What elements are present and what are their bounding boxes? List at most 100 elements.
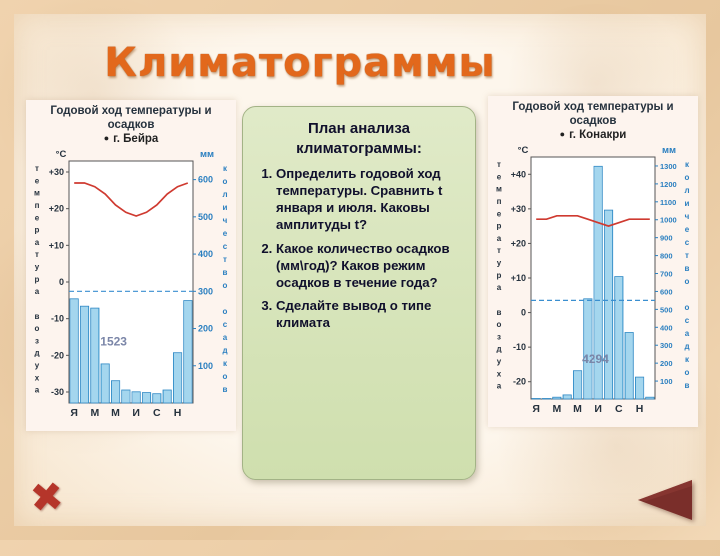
svg-text:500: 500 bbox=[198, 212, 213, 222]
svg-text:р: р bbox=[35, 226, 40, 235]
svg-text:1100: 1100 bbox=[660, 198, 676, 207]
svg-text:300: 300 bbox=[660, 341, 673, 350]
svg-text:в: в bbox=[497, 308, 502, 317]
svg-text:0: 0 bbox=[59, 277, 64, 287]
red-x-icon[interactable]: ✖ bbox=[28, 473, 66, 523]
svg-text:к: к bbox=[223, 359, 228, 368]
svg-text:200: 200 bbox=[198, 324, 213, 334]
svg-text:д: д bbox=[684, 342, 689, 351]
svg-text:м: м bbox=[496, 185, 502, 194]
svg-text:-10: -10 bbox=[51, 314, 64, 324]
climatogram-chart-konakri: °C мм +40 +30 +20 +10 0 -10 -20 1300 1200 1100 1000 9… bbox=[491, 141, 695, 424]
svg-text:+40: +40 bbox=[511, 169, 526, 179]
back-triangle-button[interactable] bbox=[638, 480, 692, 520]
svg-text:х: х bbox=[497, 369, 502, 378]
svg-text:-20: -20 bbox=[51, 350, 64, 360]
svg-text:600: 600 bbox=[660, 288, 673, 297]
svg-text:300: 300 bbox=[198, 286, 213, 296]
svg-text:+10: +10 bbox=[49, 240, 64, 250]
svg-text:у: у bbox=[497, 357, 502, 366]
svg-text:М: М bbox=[90, 407, 99, 419]
svg-text:500: 500 bbox=[660, 305, 673, 314]
svg-text:-30: -30 bbox=[51, 387, 64, 397]
analysis-box-title: План анализа климатограммы: bbox=[296, 120, 422, 157]
svg-text:мм: мм bbox=[662, 145, 676, 156]
svg-text:р: р bbox=[497, 271, 502, 280]
svg-text:+20: +20 bbox=[49, 204, 64, 214]
svg-text:т: т bbox=[685, 251, 689, 260]
svg-text:е: е bbox=[685, 225, 690, 234]
svg-text:е: е bbox=[497, 209, 502, 218]
svg-text:М: М bbox=[552, 403, 561, 415]
svg-text:900: 900 bbox=[660, 234, 673, 243]
slide-title: Климатограммы bbox=[104, 40, 496, 86]
chart-title: Годовой ход температуры и осадков bbox=[512, 101, 674, 127]
analysis-item: Сделайте вывод о типе климата bbox=[276, 297, 463, 331]
svg-text:с: с bbox=[223, 242, 228, 251]
svg-text:з: з bbox=[35, 337, 39, 346]
svg-text:а: а bbox=[497, 234, 502, 243]
svg-text:800: 800 bbox=[660, 252, 673, 261]
svg-text:400: 400 bbox=[660, 323, 673, 332]
svg-text:+30: +30 bbox=[49, 167, 64, 177]
svg-text:в: в bbox=[223, 268, 228, 277]
svg-text:л: л bbox=[684, 186, 689, 195]
svg-text:Я: Я bbox=[70, 407, 78, 419]
svg-text:+10: +10 bbox=[511, 273, 526, 283]
svg-text:700: 700 bbox=[660, 270, 673, 279]
svg-text:а: а bbox=[35, 287, 40, 296]
svg-text:о: о bbox=[497, 320, 502, 329]
svg-text:о: о bbox=[685, 303, 690, 312]
svg-text:100: 100 bbox=[198, 361, 213, 371]
svg-text:Я: Я bbox=[532, 403, 540, 415]
svg-text:о: о bbox=[685, 368, 690, 377]
svg-text:п: п bbox=[35, 201, 40, 210]
chart-city-label: ● г. Конакри bbox=[488, 129, 698, 141]
svg-text:п: п bbox=[497, 197, 502, 206]
svg-text:о: о bbox=[223, 177, 228, 186]
svg-text:400: 400 bbox=[198, 249, 213, 259]
svg-text:мм: мм bbox=[200, 149, 214, 160]
svg-text:о: о bbox=[685, 277, 690, 286]
svg-text:ч: ч bbox=[685, 212, 690, 221]
svg-text:у: у bbox=[35, 361, 40, 370]
svg-text:600: 600 bbox=[198, 175, 213, 185]
svg-text:в: в bbox=[685, 264, 690, 273]
svg-text:д: д bbox=[34, 349, 39, 358]
svg-text:М: М bbox=[111, 407, 120, 419]
svg-text:к: к bbox=[685, 355, 690, 364]
svg-text:л: л bbox=[222, 190, 227, 199]
analysis-item: Какое количество осадков (мм\год)? Каков… bbox=[276, 240, 463, 291]
svg-text:Н: Н bbox=[636, 403, 644, 415]
svg-text:-10: -10 bbox=[513, 342, 526, 352]
svg-text:т: т bbox=[35, 250, 39, 259]
svg-text:1300: 1300 bbox=[660, 162, 677, 171]
svg-text:х: х bbox=[35, 373, 40, 382]
svg-text:р: р bbox=[35, 275, 40, 284]
svg-text:е: е bbox=[35, 213, 40, 222]
svg-text:200: 200 bbox=[660, 359, 673, 368]
svg-text:°C: °C bbox=[56, 149, 67, 160]
svg-text:ч: ч bbox=[223, 216, 228, 225]
svg-text:к: к bbox=[223, 164, 228, 173]
svg-text:к: к bbox=[685, 160, 690, 169]
svg-text:о: о bbox=[35, 324, 40, 333]
svg-text:е: е bbox=[497, 172, 502, 181]
svg-text:е: е bbox=[223, 229, 228, 238]
analysis-box: План анализа климатограммы: Определить г… bbox=[242, 106, 476, 480]
city-name: г. Бейра bbox=[113, 133, 159, 146]
city-name: г. Конакри bbox=[569, 129, 627, 142]
svg-text:у: у bbox=[35, 263, 40, 272]
svg-text:И: И bbox=[132, 407, 140, 419]
svg-text:100: 100 bbox=[660, 377, 673, 386]
svg-text:С: С bbox=[153, 407, 161, 419]
svg-text:о: о bbox=[685, 173, 690, 182]
svg-text:И: И bbox=[594, 403, 602, 415]
climatogram-chart-beira: °C мм +30 +20 +10 0 -10 -20 -30 600 500 400 300 200 10… bbox=[29, 145, 233, 428]
svg-text:т: т bbox=[35, 164, 39, 173]
chart-title: Годовой ход температуры и осадков bbox=[50, 105, 212, 131]
svg-text:р: р bbox=[497, 222, 502, 231]
svg-text:а: а bbox=[223, 333, 228, 342]
svg-text:Н: Н bbox=[174, 407, 182, 419]
svg-text:т: т bbox=[497, 246, 501, 255]
